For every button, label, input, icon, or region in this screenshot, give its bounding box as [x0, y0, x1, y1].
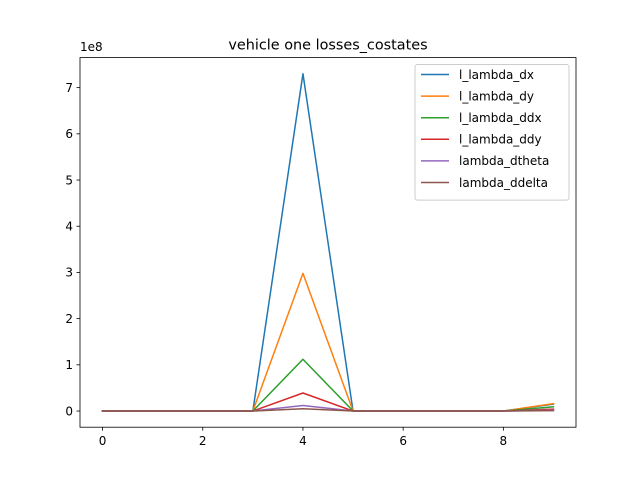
y-tick-label: 7	[65, 81, 73, 95]
y-axis-ticks: 0 1 2 3 4 5 6 7	[65, 81, 80, 418]
legend-label: lambda_dtheta	[459, 154, 549, 168]
x-tick-label: 8	[500, 434, 508, 448]
y-tick-label: 6	[65, 127, 73, 141]
legend-label: l_lambda_ddx	[459, 111, 542, 125]
legend-label: lambda_ddelta	[459, 176, 548, 190]
y-offset-label: 1e8	[80, 40, 103, 54]
legend-label: l_lambda_ddy	[459, 133, 542, 147]
chart-title: vehicle one losses_costates	[228, 38, 427, 54]
x-tick-label: 2	[199, 434, 207, 448]
x-axis-ticks: 0 2 4 6 8	[99, 427, 507, 448]
x-tick-label: 0	[99, 434, 107, 448]
y-tick-label: 2	[65, 312, 73, 326]
y-tick-label: 4	[65, 220, 73, 234]
legend-label: l_lambda_dx	[459, 68, 534, 82]
plot-area-frame	[79, 57, 577, 428]
legend: l_lambda_dx l_lambda_dy l_lambda_ddx l_lamb…	[414, 64, 570, 201]
x-tick-label: 6	[399, 434, 407, 448]
series-layer	[101, 73, 555, 412]
series-line-lambda-ddelta	[101, 407, 555, 412]
y-tick-label: 5	[65, 173, 73, 187]
y-tick-label: 0	[65, 404, 73, 418]
legend-label: l_lambda_dy	[459, 89, 534, 103]
legend-box	[414, 64, 570, 201]
y-tick-label: 3	[65, 266, 73, 280]
x-tick-label: 4	[299, 434, 307, 448]
y-tick-label: 1	[65, 358, 73, 372]
